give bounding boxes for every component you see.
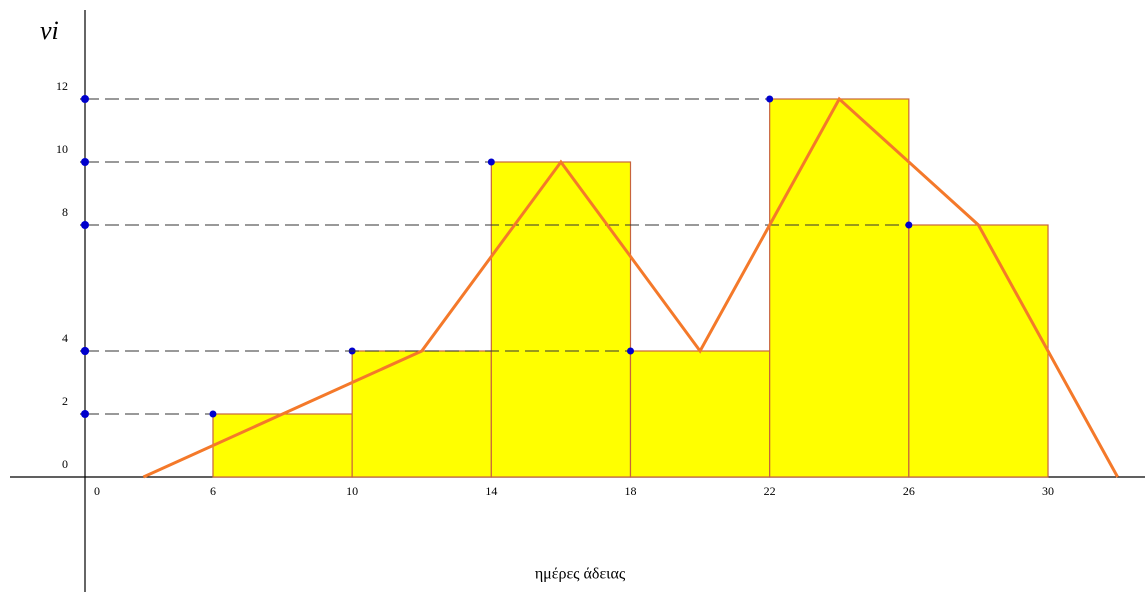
guide-dot xyxy=(81,347,89,355)
y-tick-label: 2 xyxy=(62,394,68,408)
guide-dot xyxy=(905,221,913,229)
x-tick-label: 30 xyxy=(1042,484,1054,498)
bar xyxy=(490,161,632,478)
bar xyxy=(769,98,910,478)
x-axis-label: ημέρες άδειας xyxy=(535,566,626,583)
y-tick-label: 8 xyxy=(62,205,68,219)
frequency-polygon xyxy=(142,96,1119,479)
bar xyxy=(351,350,492,478)
guide-dot xyxy=(81,158,89,166)
guide-dot xyxy=(487,158,495,166)
y-tick-label: 0 xyxy=(62,457,68,471)
y-tick-label: 12 xyxy=(56,79,68,93)
y-axis-label: νi xyxy=(40,16,59,45)
guide-dot xyxy=(81,95,89,103)
guide-dot xyxy=(627,347,634,355)
guide-dot xyxy=(766,95,774,103)
guide-dot xyxy=(81,221,89,229)
x-tick-label: 22 xyxy=(764,484,776,498)
y-tick-label: 4 xyxy=(62,331,68,345)
x-tick-label: 10 xyxy=(346,484,358,498)
guide-dot xyxy=(209,410,217,418)
x-tick-label: 14 xyxy=(485,484,497,498)
bar xyxy=(908,224,1049,478)
y-tick-label: 10 xyxy=(56,142,68,156)
bar xyxy=(212,413,353,478)
x-tick-label: 26 xyxy=(903,484,915,498)
x-tick-label: 6 xyxy=(210,484,216,498)
bar xyxy=(629,350,771,478)
x-tick-label: 0 xyxy=(94,484,100,498)
guide-dot xyxy=(81,410,89,418)
x-tick-label: 18 xyxy=(625,484,637,498)
